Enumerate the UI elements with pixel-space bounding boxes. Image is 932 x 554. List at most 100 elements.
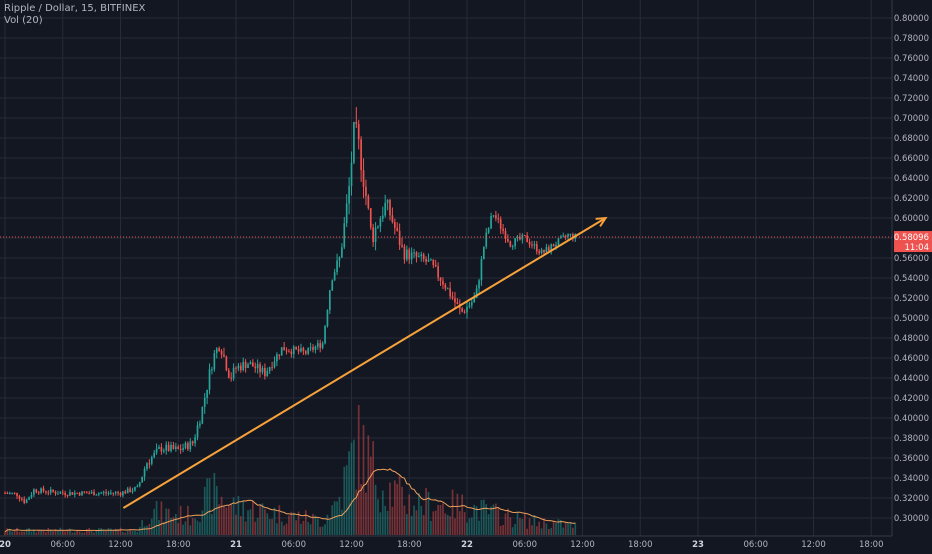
candle-body [232,367,235,379]
volume-bar [519,518,521,535]
candle-body [456,302,459,304]
candle-body [134,487,136,491]
candle-body [153,452,156,458]
volume-bar [110,528,112,535]
volume-bar [122,532,124,535]
volume-bar [497,508,500,535]
volume-bar [516,511,519,535]
volume-bar [357,405,360,535]
volume-bar [81,532,83,535]
volume-bar [463,512,466,535]
trendline-drawing[interactable] [122,216,608,509]
candle-body [8,492,11,494]
candle-body [507,238,509,242]
candle-body [172,444,175,449]
volume-bar [88,528,91,535]
candle-body [449,288,451,297]
volume-bar [415,510,418,535]
symbol-title[interactable]: Ripple / Dollar, 15, BITFINEX [4,3,146,14]
volume-bar [158,519,160,535]
candle-body [350,162,353,187]
volume-indicator-title[interactable]: Vol (20) [4,15,43,26]
volume-bar [449,516,451,535]
candle-body [119,492,122,496]
candle-body [105,492,107,494]
candle-body [264,367,266,377]
candlesticks [4,107,577,505]
candle-body [300,348,302,352]
volume-bar [18,531,21,535]
candle-body [35,489,38,493]
candle-body [562,235,565,237]
volume-bar [187,505,189,535]
candle-body [442,280,444,285]
candle-body [526,235,528,242]
candle-body [33,489,35,495]
volume-bar [562,527,565,535]
candle-body [470,302,473,306]
price-axis[interactable]: 0.80000 0.78000 0.76000 0.74000 0.72000 0.700… [894,14,929,524]
candle-body [23,499,26,503]
volume-bar [37,529,40,535]
candle-body [490,216,492,229]
volume-bar [134,530,136,535]
volume-bar [28,528,30,535]
volume-bar [191,518,194,535]
candle-body [547,247,550,251]
volume-bar [182,524,184,535]
volume-bar [511,527,514,535]
candle-body [206,389,208,398]
time-axis-panel[interactable] [0,536,932,550]
volume-bar [117,529,119,535]
volume-bar [136,532,139,535]
volume-bar [261,503,264,535]
candle-body [208,369,211,390]
volume-bar [259,505,261,535]
candle-body [21,498,23,500]
volume-bar [61,530,64,535]
candle-body [321,343,324,348]
volume-bar [153,508,156,535]
time-tick-label: 06:00 [744,540,769,550]
candle-body [28,497,30,500]
volume-bar [381,490,384,535]
volume-bar [550,527,553,535]
candle-body [107,493,110,495]
price-tick-label: 0.48000 [894,334,929,344]
volume-bar [324,524,326,535]
candle-body [362,170,365,187]
candle-body [61,492,64,494]
candle-body [540,249,543,254]
candle-body [410,252,413,260]
volume-bar [377,499,379,535]
volume-bar [509,517,512,535]
candle-body [497,218,500,220]
volume-bar [393,480,396,535]
time-axis[interactable]: 20 06:00 12:00 18:00 21 06:00 12:00 18:00 22 06:0… [0,540,884,550]
volume-bar [150,518,153,535]
volume-bar [379,512,382,535]
volume-bar [119,527,122,535]
volume-bar [362,424,365,535]
volume-bar [507,508,509,535]
volume-bar [16,527,18,535]
volume-bar [434,510,437,535]
volume-bar [326,514,329,535]
candle-body [403,246,406,260]
candle-body [100,492,103,494]
volume-bar [95,529,98,535]
volume-bar [406,513,408,535]
candle-body [215,348,218,354]
candle-body [247,364,249,369]
volume-bar [458,511,461,535]
price-axis-panel[interactable] [892,0,932,536]
volume-bar [555,523,557,535]
candle-body [54,491,57,494]
candle-body [199,423,201,426]
volume-bar [35,532,38,535]
volume-bar [83,532,86,535]
candle-body [386,199,389,203]
volume-bar [172,516,175,535]
